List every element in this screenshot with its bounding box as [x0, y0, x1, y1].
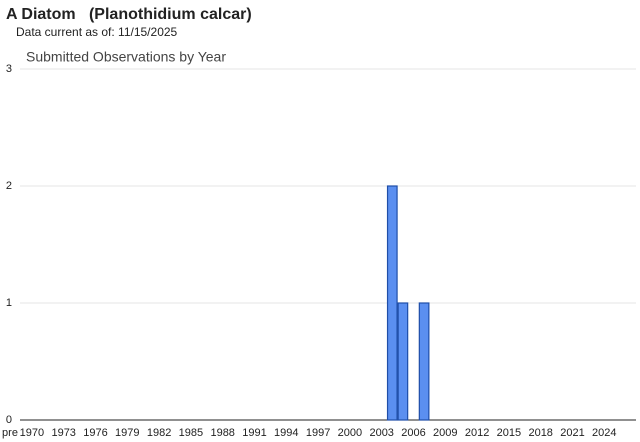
x-tick-label: 1991	[242, 427, 266, 439]
y-tick-label: 3	[6, 63, 12, 75]
x-tick-label: 1988	[210, 427, 234, 439]
x-tick-label: 1973	[51, 427, 75, 439]
bar	[397, 302, 409, 421]
x-tick-label: 2012	[465, 427, 489, 439]
x-tick-label: pre	[2, 427, 18, 439]
x-tick-label: 1982	[147, 427, 171, 439]
bar	[386, 185, 398, 421]
x-tick-label: 2018	[528, 427, 552, 439]
x-tick-label: 1994	[274, 427, 298, 439]
bar	[418, 302, 430, 421]
x-tick-label: 2021	[560, 427, 584, 439]
x-tick-label: 2009	[433, 427, 457, 439]
x-tick-label: 2003	[369, 427, 393, 439]
x-tick-label: 1979	[115, 427, 139, 439]
x-tick-label: 2015	[497, 427, 521, 439]
y-tick-label: 2	[6, 180, 12, 192]
page-title: A Diatom (Planothidium calcar)	[6, 6, 252, 23]
x-tick-label: 1997	[306, 427, 330, 439]
y-tick-label: 1	[6, 297, 12, 309]
x-tick-label: 1985	[179, 427, 203, 439]
x-tick-label: 2006	[401, 427, 425, 439]
chart-title: Submitted Observations by Year	[26, 49, 226, 65]
x-tick-label: 2000	[338, 427, 362, 439]
x-tick-label: 1970	[20, 427, 44, 439]
y-tick-label: 0	[6, 414, 12, 426]
page-subtitle: Data current as of: 11/15/2025	[16, 25, 178, 39]
x-tick-label: 2024	[592, 427, 616, 439]
x-tick-label: 1976	[83, 427, 107, 439]
